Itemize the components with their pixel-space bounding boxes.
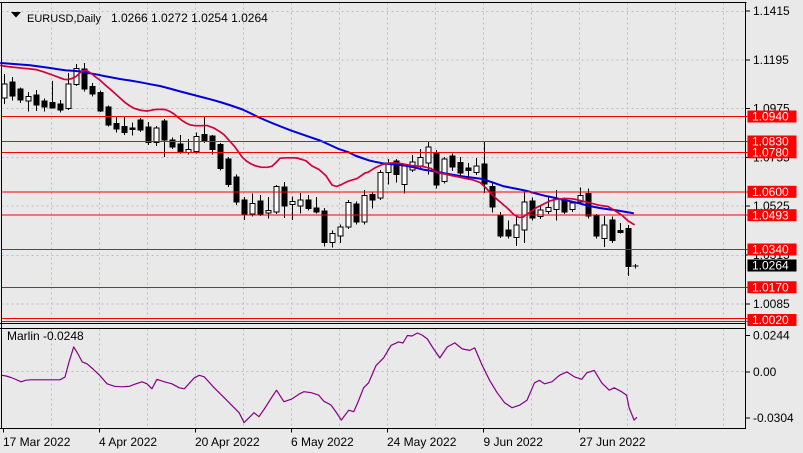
- svg-text:Marlin -0.0248: Marlin -0.0248: [7, 329, 84, 343]
- svg-text:1.0940: 1.0940: [752, 110, 789, 124]
- svg-text:0.0244: 0.0244: [753, 329, 790, 343]
- svg-text:1.0264: 1.0264: [752, 259, 789, 273]
- svg-text:9 Jun 2022: 9 Jun 2022: [484, 435, 544, 449]
- svg-text:1.0493: 1.0493: [752, 208, 789, 222]
- svg-text:-0.0304: -0.0304: [753, 411, 794, 425]
- svg-text:1.0266 1.0272 1.0254 1.0264: 1.0266 1.0272 1.0254 1.0264: [111, 11, 268, 25]
- svg-text:17 Mar 2022: 17 Mar 2022: [3, 435, 71, 449]
- svg-text:1.0600: 1.0600: [752, 185, 789, 199]
- svg-text:24 May 2022: 24 May 2022: [387, 435, 457, 449]
- svg-text:1.1195: 1.1195: [753, 53, 789, 67]
- svg-text:1.0085: 1.0085: [753, 297, 790, 311]
- svg-text:1.0780: 1.0780: [752, 146, 789, 160]
- svg-text:1.0170: 1.0170: [752, 281, 789, 295]
- svg-text:0.00: 0.00: [753, 365, 777, 379]
- svg-text:6 May 2022: 6 May 2022: [291, 435, 354, 449]
- svg-text:27 Jun 2022: 27 Jun 2022: [580, 435, 646, 449]
- svg-text:1.1415: 1.1415: [753, 4, 790, 18]
- svg-text:20 Apr 2022: 20 Apr 2022: [195, 435, 260, 449]
- svg-text:EURUSD,Daily: EURUSD,Daily: [27, 13, 101, 25]
- svg-text:1.0340: 1.0340: [752, 243, 789, 257]
- svg-text:4 Apr 2022: 4 Apr 2022: [99, 435, 157, 449]
- svg-text:1.0830: 1.0830: [752, 135, 789, 149]
- svg-text:1.0020: 1.0020: [752, 313, 789, 327]
